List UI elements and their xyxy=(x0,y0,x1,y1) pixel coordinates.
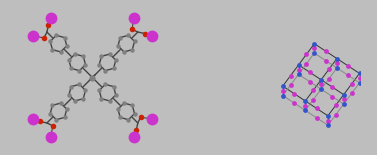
Point xyxy=(333,104,339,106)
Point xyxy=(303,53,310,55)
Point xyxy=(296,64,302,66)
Point xyxy=(314,107,320,110)
Point xyxy=(302,104,308,107)
Point xyxy=(326,77,332,80)
Point xyxy=(329,95,336,98)
Point xyxy=(291,92,297,95)
Point xyxy=(334,62,340,64)
Point xyxy=(288,84,294,86)
Point xyxy=(302,100,308,102)
Point xyxy=(291,102,297,104)
Point xyxy=(296,73,302,76)
Point xyxy=(311,42,317,45)
Point xyxy=(326,68,332,70)
Point xyxy=(349,92,355,95)
Point xyxy=(307,71,313,74)
Point xyxy=(341,93,347,96)
Point xyxy=(333,113,339,116)
Point xyxy=(310,99,316,101)
Point xyxy=(318,88,324,90)
Point xyxy=(325,119,331,122)
Point xyxy=(357,82,363,84)
Point xyxy=(357,77,363,79)
Point xyxy=(310,89,316,92)
Point xyxy=(334,67,340,69)
Point xyxy=(311,52,317,54)
Point xyxy=(296,68,302,71)
Point xyxy=(349,83,355,85)
Point xyxy=(329,86,336,88)
Point xyxy=(303,62,310,65)
Point xyxy=(323,59,329,62)
Point xyxy=(323,50,329,52)
Point xyxy=(280,85,286,87)
Point xyxy=(314,117,320,119)
Point xyxy=(311,47,317,50)
Point xyxy=(341,103,347,105)
Point xyxy=(288,74,294,77)
Point xyxy=(357,72,363,75)
Point xyxy=(280,90,286,92)
Point xyxy=(345,74,351,77)
Point xyxy=(318,79,324,81)
Point xyxy=(325,124,331,126)
Point xyxy=(302,109,308,112)
Point xyxy=(345,65,351,67)
Point xyxy=(280,94,286,97)
Point xyxy=(325,115,331,117)
Point xyxy=(334,57,340,60)
Point xyxy=(318,83,324,86)
Point xyxy=(341,98,347,101)
Point xyxy=(307,80,313,83)
